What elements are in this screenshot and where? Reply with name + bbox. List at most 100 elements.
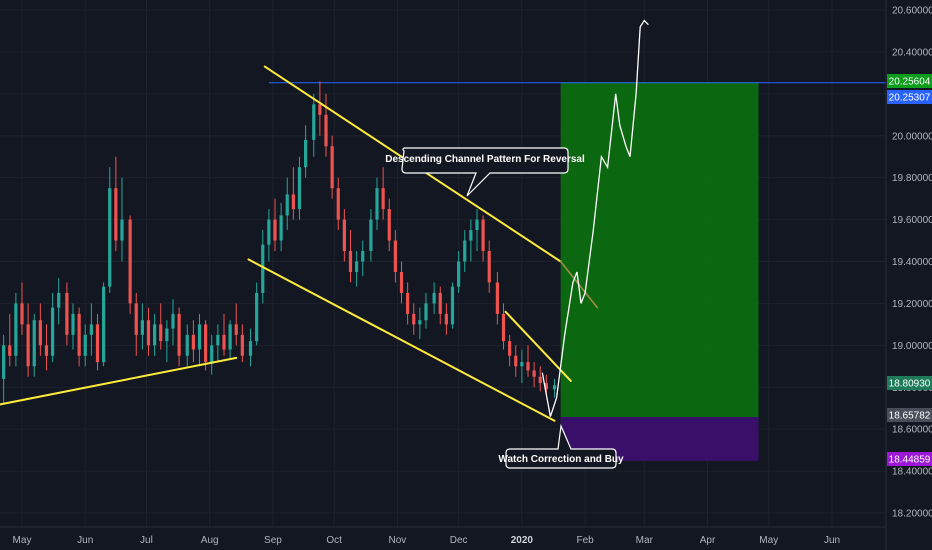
candle-body <box>140 320 144 335</box>
candle-body <box>552 385 557 390</box>
candle-body <box>532 370 536 377</box>
candle-body <box>240 334 244 356</box>
candle-body <box>108 188 112 287</box>
x-tick-label: Jun <box>77 535 93 546</box>
price-label-current: 18.80930 <box>887 376 932 390</box>
candle-body <box>526 362 530 371</box>
x-tick-label: Dec <box>450 535 468 546</box>
channel-callout-bubble <box>401 147 569 197</box>
x-tick-label: May <box>759 535 778 546</box>
candle-body <box>487 251 491 283</box>
y-tick-label: 20.40000 <box>892 47 932 58</box>
candle-body <box>228 324 232 350</box>
candle-body <box>297 167 302 210</box>
candle-body <box>469 230 473 241</box>
candle-body <box>165 328 169 342</box>
candle-body <box>26 324 30 367</box>
candle-body <box>450 286 455 325</box>
candle-body <box>312 104 316 140</box>
candle-body <box>38 320 42 346</box>
candle-body <box>318 104 322 115</box>
candle-body <box>57 292 61 308</box>
candlestick-series <box>2 81 557 405</box>
x-tick-label: May <box>13 535 32 546</box>
candle-body <box>128 219 132 304</box>
x-tick-label: Nov <box>389 535 407 546</box>
candle-body <box>444 313 448 325</box>
candle-body <box>83 334 87 356</box>
candle-body <box>32 320 36 367</box>
candle-body <box>291 194 295 210</box>
candle-body <box>2 345 6 379</box>
candle-body <box>501 313 506 342</box>
candle-body <box>324 114 328 147</box>
y-tick-label: 18.60000 <box>892 425 932 436</box>
candle-body <box>191 334 195 350</box>
candle-body <box>514 355 518 367</box>
candle-body <box>304 139 308 168</box>
candle-body <box>197 324 202 350</box>
buy-callout-text: Watch Correction and Buy <box>498 454 624 465</box>
candle-body <box>146 320 151 346</box>
x-tick-label: 2020 <box>511 535 534 546</box>
y-tick-label: 19.00000 <box>892 341 932 352</box>
candle-body <box>248 341 253 356</box>
candle-body <box>412 313 416 325</box>
candle-body <box>475 219 479 231</box>
candle-body <box>120 219 124 241</box>
candle-body <box>261 244 265 293</box>
buy-callout[interactable]: Watch Correction and Buy <box>498 423 624 469</box>
candle-body <box>330 146 334 189</box>
candle-body <box>418 320 422 325</box>
candle-body <box>463 240 467 262</box>
projection-path[interactable] <box>541 19 649 417</box>
candle-body <box>273 219 277 241</box>
candle-body <box>481 219 485 252</box>
support-trendline[interactable] <box>0 356 238 406</box>
candle-body <box>508 341 512 356</box>
channel-callout[interactable]: Descending Channel Pattern For Reversal <box>385 147 585 197</box>
candle-body <box>65 292 69 335</box>
price-label-target-line: 20.25307 <box>887 90 932 104</box>
candle-body <box>520 362 524 367</box>
candle-body <box>234 324 238 335</box>
x-tick-label: Oct <box>326 535 342 546</box>
x-tick-label: Sep <box>264 535 282 546</box>
x-tick-label: Aug <box>201 535 219 546</box>
candle-body <box>204 324 208 363</box>
candle-body <box>399 271 404 293</box>
candle-body <box>342 219 346 252</box>
time-axis: May Jun Jul Aug Sep Oct Nov Dec 2020 Feb Mar Apr May… <box>13 535 841 546</box>
candle-body <box>89 324 93 335</box>
channel-lower-line[interactable] <box>247 258 556 422</box>
candle-body <box>538 376 542 384</box>
candle-body <box>177 313 181 356</box>
y-tick-label: 19.40000 <box>892 257 932 268</box>
candle-body <box>381 188 385 210</box>
y-tick-label: 19.60000 <box>892 215 932 226</box>
candle-body <box>20 303 24 325</box>
candle-body <box>361 251 365 262</box>
candle-body <box>134 303 138 335</box>
candle-body <box>348 251 353 272</box>
buy-callout-bubble <box>505 423 617 469</box>
candle-body <box>393 240 397 272</box>
candle-body <box>495 282 499 314</box>
candle-body <box>255 292 259 342</box>
candle-body <box>159 324 163 342</box>
candle-body <box>424 303 428 321</box>
x-tick-label: Apr <box>700 535 716 546</box>
candle-body <box>267 219 271 245</box>
svg-text:18.65782: 18.65782 <box>889 411 931 422</box>
y-tick-label: 19.20000 <box>892 299 932 310</box>
svg-text:20.25307: 20.25307 <box>889 93 931 104</box>
price-label-stop: 18.44859 <box>887 452 932 466</box>
profit-zone[interactable] <box>560 82 759 418</box>
candle-body <box>8 345 12 356</box>
y-tick-label: 18.20000 <box>892 509 932 520</box>
candle-body <box>102 286 106 363</box>
candle-body <box>95 324 100 363</box>
candle-body <box>77 313 81 356</box>
candle-body <box>438 292 442 314</box>
